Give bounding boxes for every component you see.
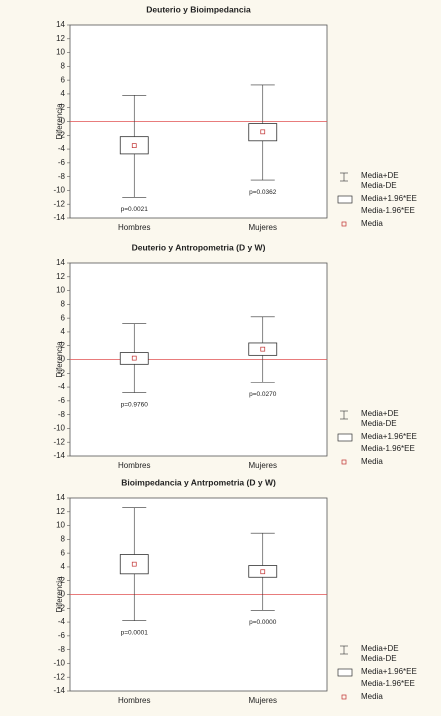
- y-tick-label: -8: [58, 172, 66, 181]
- box: [119, 554, 149, 575]
- y-tick-label: 10: [56, 48, 65, 57]
- x-tick-label: Mujeres: [249, 461, 277, 470]
- p-value-annotation: p=0.0001: [121, 629, 149, 636]
- legend-label: Media-DE: [361, 181, 397, 190]
- y-tick-label: -14: [53, 213, 65, 222]
- y-tick-label: 2: [61, 576, 66, 585]
- y-tick-label: -12: [53, 672, 65, 681]
- box: [248, 565, 278, 578]
- y-axis-label: Diferencia: [55, 103, 64, 140]
- y-tick-label: -12: [53, 437, 65, 446]
- y-tick-label: 4: [61, 327, 66, 336]
- p-value-annotation: p=0.0000: [249, 619, 277, 626]
- y-tick-label: -10: [53, 659, 65, 668]
- box: [248, 342, 278, 356]
- legend-label: Media-DE: [361, 419, 397, 428]
- p-value-annotation: p=0.0362: [249, 189, 277, 196]
- legend-symbol: [341, 459, 347, 465]
- y-tick-label: -2: [58, 130, 66, 139]
- legend-label: Media+DE: [361, 171, 399, 180]
- y-axis-label: Diferencia: [55, 576, 64, 613]
- x-tick-label: Hombres: [118, 461, 150, 470]
- legend-label: Media-DE: [361, 654, 397, 663]
- y-tick-label: -10: [53, 186, 65, 195]
- legend-label: Media+DE: [361, 644, 399, 653]
- x-tick-label: Mujeres: [249, 696, 277, 705]
- y-tick-label: 14: [56, 258, 65, 267]
- y-tick-label: -2: [58, 368, 66, 377]
- y-tick-label: 0: [61, 355, 66, 364]
- y-tick-label: -4: [58, 144, 66, 153]
- legend-symbol: [337, 433, 353, 442]
- y-tick-label: 12: [56, 272, 65, 281]
- y-tick-label: -12: [53, 199, 65, 208]
- y-tick-label: 14: [56, 493, 65, 502]
- y-tick-label: -14: [53, 451, 65, 460]
- mean-marker: [260, 569, 266, 575]
- chart-title: Deuterio y Antropometria (D y W): [132, 242, 266, 252]
- mean-marker: [131, 355, 137, 361]
- p-value-annotation: p=0.0021: [121, 206, 149, 213]
- y-tick-label: 6: [61, 548, 66, 557]
- y-tick-label: -14: [53, 686, 65, 695]
- y-tick-label: -8: [58, 645, 66, 654]
- legend-label: Media-1.96*EE: [361, 444, 415, 453]
- mean-marker: [131, 143, 137, 148]
- y-tick-label: 8: [61, 534, 66, 543]
- mean-marker: [131, 561, 137, 567]
- y-tick-label: 12: [56, 34, 65, 43]
- legend-label: Media+1.96*EE: [361, 667, 417, 676]
- box: [248, 123, 278, 142]
- y-tick-label: 14: [56, 20, 65, 29]
- y-tick-label: 8: [61, 299, 66, 308]
- y-tick-label: 10: [56, 286, 65, 295]
- y-tick-label: 10: [56, 521, 65, 530]
- legend-symbol: [341, 694, 347, 700]
- y-tick-label: 12: [56, 507, 65, 516]
- mean-marker: [260, 129, 266, 135]
- legend-label: Media+1.96*EE: [361, 194, 417, 203]
- legend-symbol: [337, 668, 353, 677]
- x-tick-label: Mujeres: [249, 223, 277, 232]
- y-tick-label: -4: [58, 382, 66, 391]
- y-tick-label: 2: [61, 103, 66, 112]
- legend-label: Media+DE: [361, 409, 399, 418]
- chart-title: Bioimpedancia y Antrpometria (D y W): [121, 477, 276, 487]
- y-tick-label: 2: [61, 341, 66, 350]
- y-tick-label: -2: [58, 603, 66, 612]
- p-value-annotation: p=0.0270: [249, 391, 277, 398]
- y-tick-label: -6: [58, 631, 66, 640]
- y-tick-label: 6: [61, 75, 66, 84]
- legend-label: Media+1.96*EE: [361, 432, 417, 441]
- mean-marker: [260, 346, 266, 352]
- x-tick-label: Hombres: [118, 223, 150, 232]
- x-tick-label: Hombres: [118, 696, 150, 705]
- y-tick-label: 0: [61, 117, 66, 126]
- legend-symbol: [337, 195, 353, 204]
- y-tick-label: 6: [61, 313, 66, 322]
- legend-label: Media: [361, 692, 383, 701]
- y-tick-label: 4: [61, 562, 66, 571]
- legend-label: Media-1.96*EE: [361, 206, 415, 215]
- y-tick-label: -4: [58, 617, 66, 626]
- chart-title: Deuterio y Bioimpedancia: [146, 4, 251, 14]
- y-tick-label: 8: [61, 61, 66, 70]
- legend-label: Media-1.96*EE: [361, 679, 415, 688]
- legend-symbol: [341, 221, 347, 227]
- y-tick-label: 4: [61, 89, 66, 98]
- y-axis-label: Diferencia: [55, 341, 64, 378]
- legend-label: Media: [361, 457, 383, 466]
- legend-label: Media: [361, 219, 383, 228]
- y-tick-label: -8: [58, 410, 66, 419]
- box: [119, 352, 149, 365]
- p-value-annotation: p=0.9760: [121, 401, 149, 408]
- y-tick-label: 0: [61, 590, 66, 599]
- box: [119, 136, 149, 155]
- y-tick-label: -6: [58, 396, 66, 405]
- y-tick-label: -10: [53, 424, 65, 433]
- y-tick-label: -6: [58, 158, 66, 167]
